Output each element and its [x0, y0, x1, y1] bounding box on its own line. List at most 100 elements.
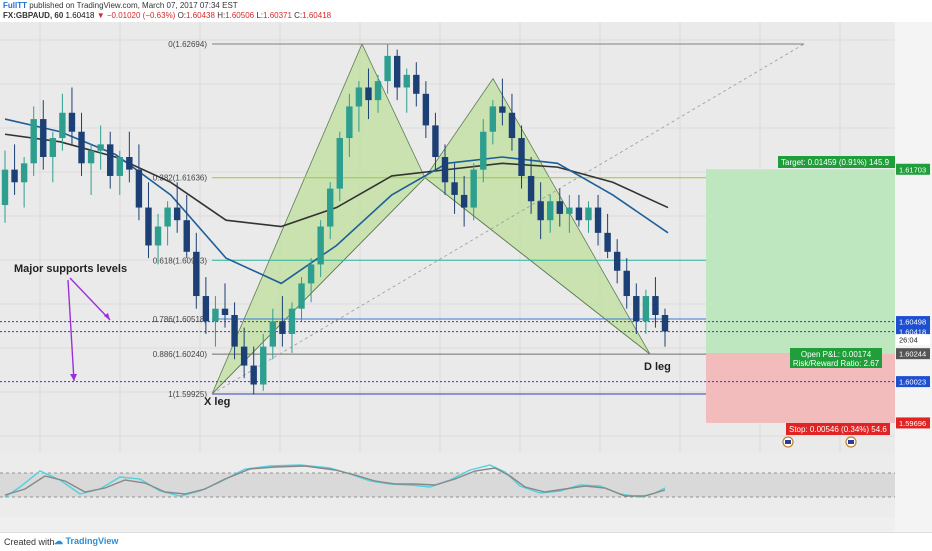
candle-body-51	[489, 106, 497, 132]
annotation-d-leg: D leg	[644, 361, 671, 373]
ohlc-h: 1.60506	[225, 11, 255, 20]
candle-body-44	[422, 93, 430, 126]
ohlc-o: 1.60438	[186, 11, 215, 20]
candle-body-6	[59, 112, 66, 139]
candle-body-18	[173, 207, 181, 221]
oscillator-pane[interactable]	[0, 453, 895, 517]
candle-body-33	[317, 226, 324, 265]
arrow-head-1	[104, 313, 110, 320]
arrow-head-2	[70, 374, 77, 381]
candle-body-69	[661, 315, 669, 332]
candle-body-46	[441, 157, 449, 183]
price-tag-0: 1.61703	[899, 165, 926, 174]
fib-label-3: 0.786(1.60518)	[153, 315, 208, 324]
ohlc-c-label: C:	[294, 11, 303, 20]
candle-body-12	[116, 157, 123, 176]
candle-body-28	[269, 321, 277, 347]
candle-body-29	[279, 321, 286, 334]
event-flag-1[interactable]	[782, 436, 794, 448]
symbol-label[interactable]: FX:GBPAUD, 60	[3, 11, 64, 20]
stop-label[interactable]: Stop: 0.00546 (0.34%) 54.6	[786, 423, 890, 435]
moving-average-blue	[4, 118, 669, 285]
publish-text: published on TradingView.com, March 07, …	[29, 1, 238, 10]
candle-body-40	[384, 55, 391, 82]
tradingview-brand[interactable]: ☁ TradingView	[54, 536, 119, 546]
annotation-x-leg: X leg	[204, 396, 230, 408]
symbol-info: FX:GBPAUD, 60 1.60418 ▼ −0.01020 (−0.63%…	[3, 11, 331, 20]
price-tag-bg-3	[896, 334, 930, 346]
arrow-support-2	[67, 279, 75, 382]
candle-body-65	[623, 270, 630, 297]
candle-body-24	[231, 315, 238, 347]
annotation-major-supports: Major supports levels	[14, 263, 127, 275]
brand-name: TradingView	[65, 536, 119, 546]
price-tag-bg-2	[896, 326, 930, 338]
event-flag-2[interactable]	[845, 436, 857, 448]
pattern-line-xb	[211, 177, 426, 395]
candle-body-50	[480, 131, 487, 170]
price-chart[interactable]: 0(1.62694) 0.382(1.61636) 0.618(1.60983) 0.…	[0, 22, 932, 532]
fib-label-1: 0.382(1.61636)	[153, 174, 208, 183]
candle-body-63	[604, 232, 611, 252]
candle-body-37	[355, 87, 363, 107]
candle-body-64	[613, 251, 621, 271]
price-tag-2: 1.60418	[899, 328, 926, 337]
candle-body-54	[518, 138, 525, 176]
footer: Created with ☁ TradingView	[0, 532, 932, 551]
candle-body-45	[432, 125, 439, 158]
price-tag-4: 1.60244	[899, 350, 926, 359]
target-zone[interactable]	[706, 169, 895, 354]
candle-body-14	[135, 169, 143, 208]
ohlc-l-label: L:	[256, 11, 264, 20]
candle-body-43	[413, 74, 420, 94]
price-tag-3: 26:04	[899, 336, 918, 345]
candle-body-60	[575, 207, 583, 221]
candle-body-31	[298, 283, 305, 309]
price-tag-bg-1	[896, 316, 930, 328]
publisher-name[interactable]: FullTT	[3, 1, 27, 10]
candle-body-19	[183, 220, 190, 252]
price-axis[interactable]	[895, 22, 932, 532]
ohlc-h-label: H:	[217, 11, 226, 20]
candle-body-1	[11, 169, 18, 183]
fib-retracement[interactable]: 0(1.62694) 0.382(1.61636) 0.618(1.60983) 0.…	[153, 40, 804, 399]
last-price: 1.60418	[65, 11, 95, 20]
candle-body-56	[537, 201, 544, 221]
candle-body-30	[288, 308, 296, 334]
price-tag-5: 1.60023	[899, 378, 926, 387]
candle-body-27	[260, 346, 267, 385]
time-axis[interactable]	[0, 517, 895, 530]
target-label[interactable]: Target: 0.01459 (0.91%) 145.9	[778, 156, 896, 168]
candle-body-58	[556, 201, 563, 214]
candle-body-5	[49, 138, 57, 158]
publish-info: FullTT published on TradingView.com, Mar…	[3, 1, 238, 10]
candle-body-61	[585, 207, 592, 221]
pnl-label[interactable]: Open P&L: 0.00174 Risk/Reward Ratio: 2.6…	[790, 348, 882, 368]
candle-body-32	[307, 264, 315, 284]
moving-average-dark	[4, 133, 669, 228]
candle-body-68	[652, 296, 659, 316]
candle-body-34	[327, 188, 334, 227]
price-tag-bg-5	[896, 376, 930, 388]
candle-body-21	[202, 296, 210, 322]
candle-body-52	[499, 106, 506, 113]
candle-body-48	[460, 194, 468, 208]
candle-body-36	[346, 106, 353, 139]
candle-body-41	[393, 55, 401, 88]
candle-body-3	[30, 119, 37, 164]
candle-body-2	[20, 163, 28, 183]
candle-body-16	[154, 226, 162, 246]
candle-body-22	[212, 308, 219, 322]
candle-body-55	[527, 175, 535, 202]
oscillator-d-line	[4, 465, 666, 497]
candle-body-35	[336, 138, 343, 189]
pnl-text: Open P&L: 0.00174	[801, 350, 872, 359]
candle-body-8	[78, 131, 85, 164]
candles	[1, 44, 669, 395]
candle-body-66	[633, 296, 640, 322]
price-change: ▼ −0.01020 (−0.63%)	[96, 11, 176, 20]
oscillator-band	[0, 473, 895, 497]
price-tag-6: 1.59696	[899, 419, 926, 428]
created-with-text: Created with	[4, 537, 55, 547]
